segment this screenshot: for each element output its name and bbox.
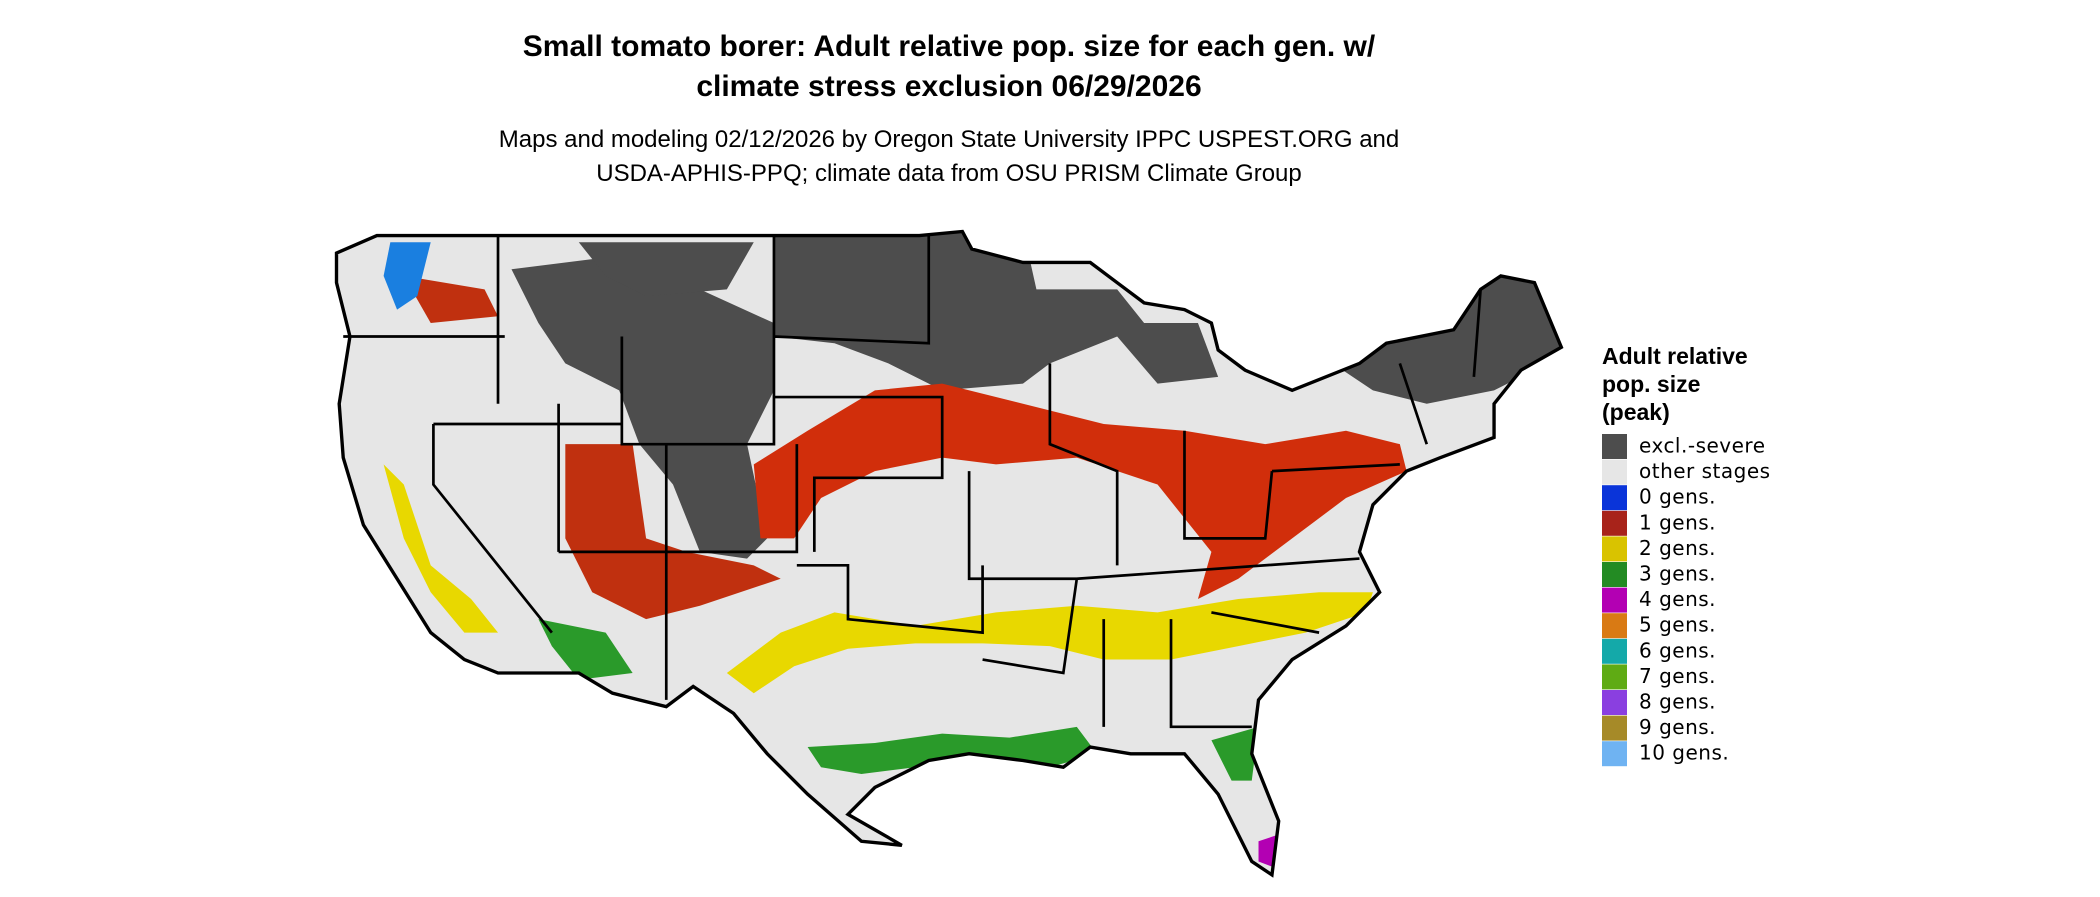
state-borders — [334, 229, 1564, 878]
legend-swatch — [1602, 638, 1627, 664]
legend-label: 5 gens. — [1639, 613, 1716, 637]
legend-swatch — [1602, 613, 1627, 639]
two-generation-region — [726, 592, 1373, 694]
legend-label: 2 gens. — [1639, 536, 1716, 560]
legend-swatch — [1602, 562, 1627, 587]
legend-label: 4 gens. — [1639, 587, 1716, 611]
legend-label: 9 gens. — [1639, 715, 1716, 739]
legend-swatch — [1602, 741, 1627, 767]
legend-label: other stages — [1639, 459, 1771, 483]
excluded-region — [578, 242, 754, 297]
title-line: Small tomato borer: Adult relative pop. … — [523, 30, 1376, 63]
legend-swatch — [1602, 690, 1627, 715]
excluded-region — [511, 255, 774, 559]
legend-swatch — [1602, 459, 1627, 485]
legend-label: 10 gens. — [1639, 741, 1729, 765]
legend-title-line: (peak) — [1602, 399, 1670, 425]
zero-generation-region — [383, 242, 431, 310]
excluded-region — [773, 231, 1219, 391]
legend-swatch — [1602, 510, 1627, 536]
one-generation-region — [565, 444, 781, 620]
one-generation-region — [403, 275, 499, 324]
subtitle-line: USDA-APHIS-PPQ; climate data from OSU PR… — [596, 160, 1302, 187]
legend-label: 8 gens. — [1639, 690, 1716, 714]
legend-swatch — [1602, 434, 1627, 459]
legend-swatch — [1602, 536, 1627, 562]
us-map — [334, 229, 1564, 878]
legend-swatch — [1602, 715, 1627, 741]
legend-swatch — [1602, 485, 1627, 511]
legend-title-line: pop. size — [1602, 371, 1700, 397]
legend-label: excl.-severe — [1639, 434, 1766, 458]
legend-label: 7 gens. — [1639, 664, 1716, 688]
one-generation-region — [753, 383, 1407, 599]
three-generation-region — [1211, 726, 1259, 781]
legend-label: 1 gens. — [1639, 510, 1716, 534]
title-line: climate stress exclusion 06/29/2026 — [696, 70, 1201, 103]
legend-label: 3 gens. — [1639, 562, 1716, 586]
subtitle-line: Maps and modeling 02/12/2026 by Oregon S… — [499, 126, 1399, 153]
legend-swatch — [1602, 664, 1627, 690]
legend-swatch — [1602, 587, 1627, 613]
legend-label: 6 gens. — [1639, 638, 1716, 662]
legend-title-line: Adult relative — [1602, 343, 1748, 369]
excluded-region — [1332, 269, 1562, 404]
two-generation-region — [383, 464, 499, 633]
legend-label: 0 gens. — [1639, 485, 1716, 509]
three-generation-region — [538, 619, 633, 680]
